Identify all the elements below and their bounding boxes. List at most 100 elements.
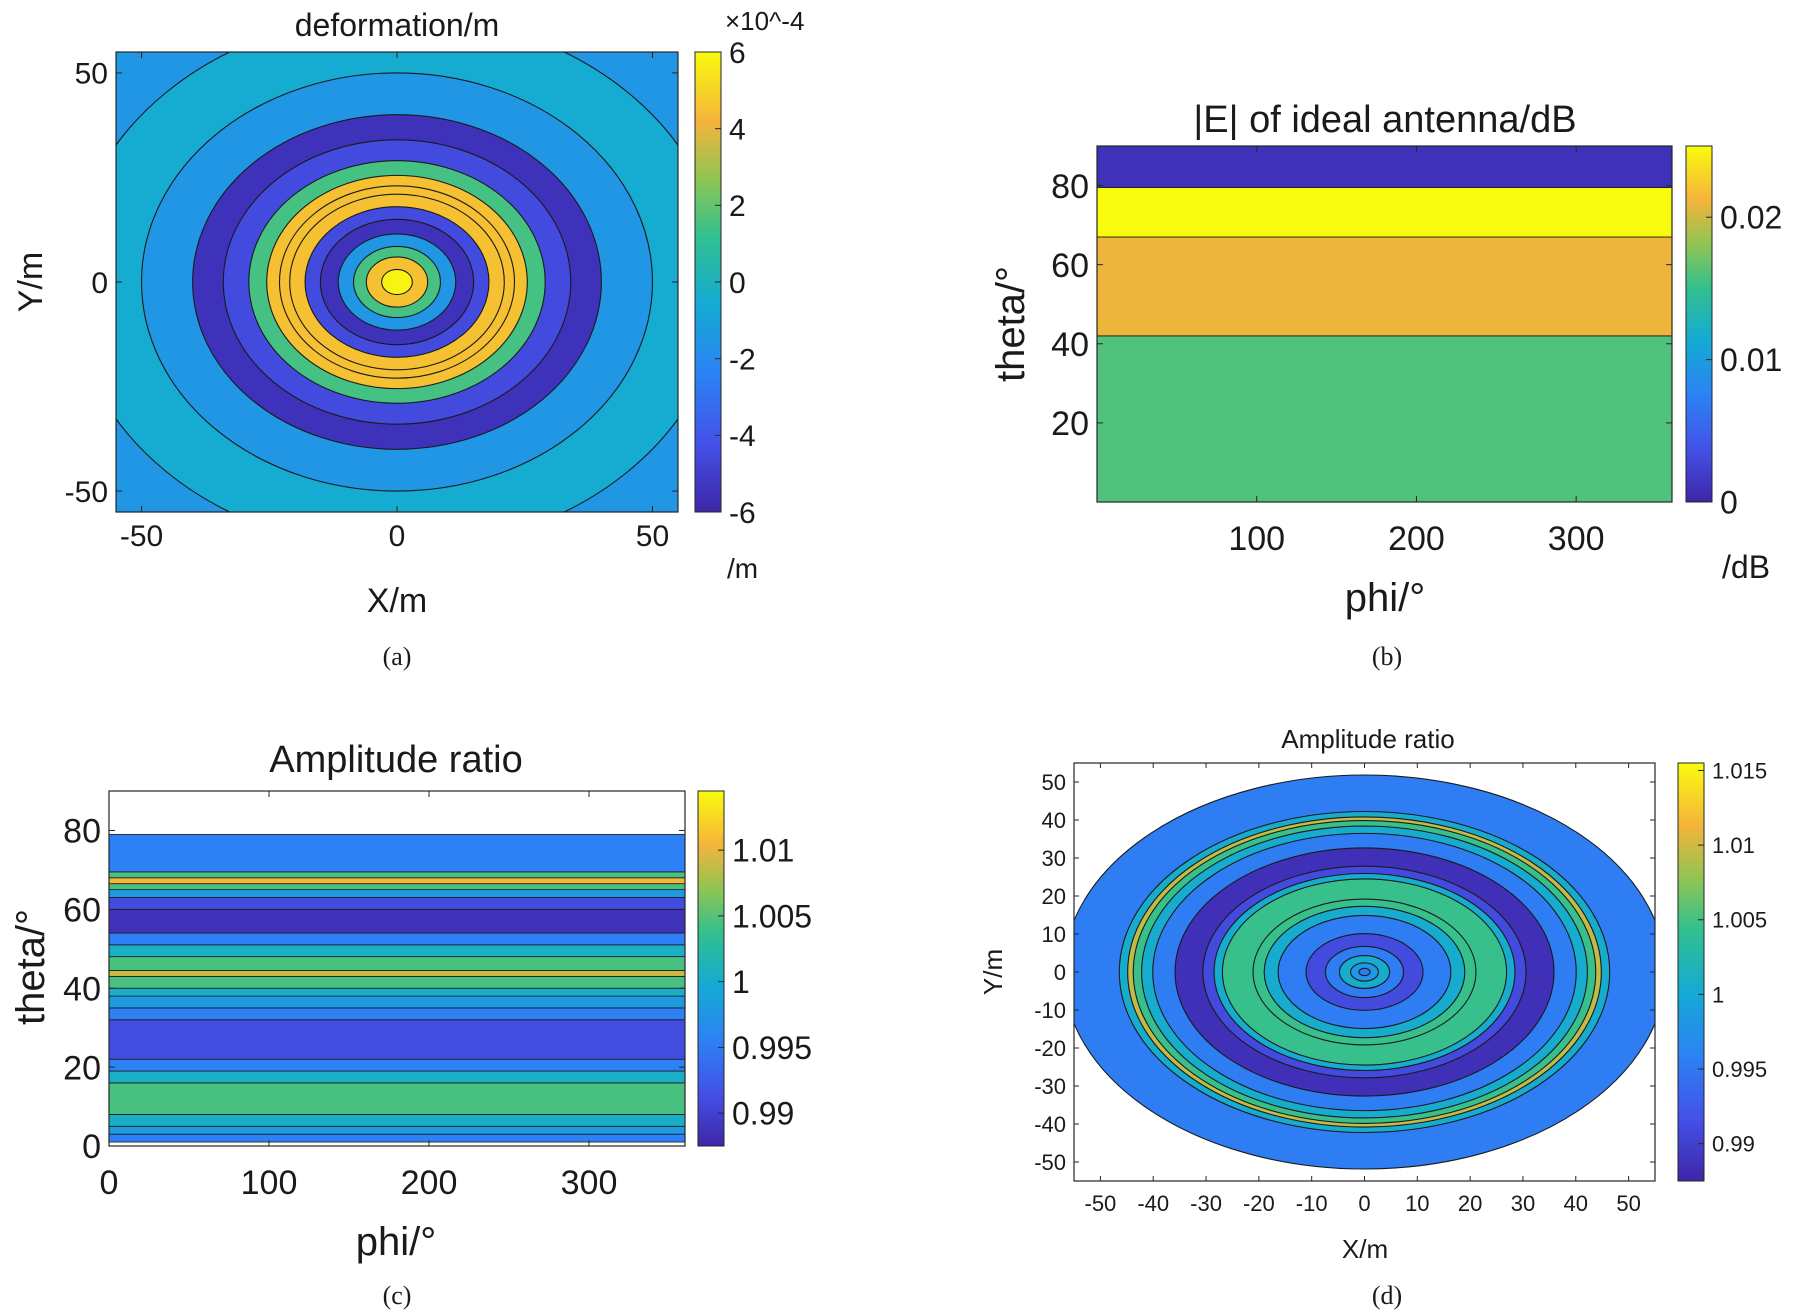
chart-b-x-ticks: 100 200 300: [1228, 146, 1605, 558]
chart-c-colorbar-tick-label: 1: [732, 964, 750, 1000]
chart-d-x-tick-label: 30: [1511, 1191, 1535, 1216]
chart-d-y-tick-label: 40: [1042, 808, 1066, 833]
chart-d-title: Amplitude ratio: [1281, 724, 1454, 754]
chart-d-colorbar: [1677, 762, 1705, 1182]
chart-d-contour-ring: [1358, 967, 1371, 977]
chart-d-x-tick-label: 40: [1564, 1191, 1588, 1216]
chart-c-contour-band: [108, 987, 686, 997]
chart-d-y-tick-label: -40: [1034, 1112, 1066, 1137]
chart-c-contour-band: [108, 1082, 686, 1115]
chart-d-x-tick-label: -10: [1296, 1191, 1328, 1216]
chart-c-contour-band: [108, 908, 686, 934]
chart-b-x-tick-label: 300: [1548, 520, 1605, 558]
chart-d-y-tick-label: 0: [1054, 960, 1066, 985]
chart-d-y-tick-label: -50: [1034, 1150, 1066, 1175]
chart-c-x-tick-label: 200: [401, 1164, 458, 1202]
chart-a-y-ticks: 50 0 -50: [65, 58, 678, 509]
chart-d-x-tick-label: 20: [1458, 1191, 1482, 1216]
chart-a-x-tick-label: -50: [120, 520, 163, 553]
chart-c-y-tick-label: 20: [63, 1049, 101, 1087]
chart-b-x-tick-label: 100: [1228, 520, 1285, 558]
chart-c-caption: (c): [383, 1281, 412, 1310]
chart-d-x-tick-label: 10: [1405, 1191, 1429, 1216]
chart-c-contour-band: [108, 1125, 686, 1135]
chart-d-x-tick-label: -30: [1190, 1191, 1222, 1216]
chart-b-y-tick-label: 40: [1051, 326, 1089, 364]
chart-b-colorbar: [1685, 145, 1713, 503]
chart-a-colorbar-tick-label: 4: [729, 113, 746, 146]
chart-b-contour-band: [1096, 335, 1673, 503]
chart-b-colorbar-unit: /dB: [1722, 549, 1770, 585]
chart-c-colorbar-tick-label: 1.01: [732, 833, 794, 869]
chart-d-colorbar-tick-label: 0.995: [1712, 1057, 1767, 1082]
chart-d-x-tick-label: -50: [1085, 1191, 1117, 1216]
chart-c-x-tick-label: 300: [561, 1164, 618, 1202]
chart-a-colorbar-unit: /m: [727, 553, 758, 584]
chart-d-colorbar-tick-label: 1.015: [1712, 758, 1767, 783]
chart-b-ylabel: theta/°: [989, 266, 1033, 382]
chart-c-y-ticks: 80 60 40 20 0: [63, 813, 685, 1166]
chart-c-y-tick-label: 80: [63, 813, 101, 851]
chart-c-contour-band: [108, 883, 686, 891]
chart-c-contour-band: [108, 1019, 686, 1060]
chart-c-colorbar-tick-label: 1.005: [732, 898, 812, 934]
chart-d-ylabel: Y/m: [978, 949, 1008, 995]
chart-a-x-ticks: -50 0 50: [120, 52, 669, 553]
chart-c-contour-band: [108, 897, 686, 910]
chart-c-y-tick-label: 60: [63, 892, 101, 930]
chart-c-title: Amplitude ratio: [269, 739, 522, 781]
chart-a-colorbar-tick-label: 2: [729, 190, 746, 223]
chart-a-title: deformation/m: [295, 7, 500, 43]
chart-d-x-ticks: -50 -40 -30 -20 -10 0 10 20 30 40 50: [1085, 763, 1641, 1216]
chart-d-y-tick-label: -30: [1034, 1074, 1066, 1099]
chart-c-contour-band: [108, 889, 686, 898]
chart-b-colorbar-tick-label: 0: [1720, 485, 1738, 521]
chart-d-y-tick-label: 50: [1042, 770, 1066, 795]
chart-a-y-tick-label: 50: [75, 58, 108, 91]
chart-d-colorbar-tick-label: 1: [1712, 982, 1724, 1007]
chart-c-colorbar-tick-label: 0.995: [732, 1030, 812, 1066]
chart-b-colorbar-tick-label: 0.02: [1720, 200, 1782, 236]
chart-c-ylabel: theta/°: [9, 909, 53, 1025]
chart-b-y-ticks: 80 60 40 20: [1051, 168, 1672, 443]
chart-a-colorbar-ticks: 6 4 2 0 -2 -4 -6: [715, 37, 756, 530]
chart-d-x-tick-label: -40: [1137, 1191, 1169, 1216]
chart-b-y-tick-label: 80: [1051, 168, 1089, 206]
chart-d-colorbar-ticks: 1.015 1.01 1.005 1 0.995 0.99: [1698, 758, 1767, 1157]
chart-c-contour-band: [108, 1070, 686, 1084]
chart-d-colorbar-tick-label: 1.01: [1712, 833, 1755, 858]
chart-d-y-tick-label: 20: [1042, 884, 1066, 909]
chart-c-contour-band: [108, 1058, 686, 1072]
chart-b-y-tick-label: 60: [1051, 247, 1089, 285]
chart-a-colorbar-tick-label: -6: [729, 497, 756, 530]
chart-b: |E| of ideal antenna/dB 100 200 300 806040…: [989, 99, 1782, 671]
chart-d-y-tick-label: -20: [1034, 1036, 1066, 1061]
chart-b-y-tick-label: 20: [1051, 405, 1089, 443]
chart-d-xlabel: X/m: [1342, 1234, 1388, 1264]
chart-a-colorbar-tick-label: -4: [729, 420, 756, 453]
chart-a-x-tick-label: 50: [636, 520, 669, 553]
chart-b-xlabel: phi/°: [1345, 576, 1426, 620]
chart-c-contour-band: [108, 871, 686, 879]
chart-d-y-tick-label: 30: [1042, 846, 1066, 871]
chart-c-x-tick-label: 0: [100, 1164, 119, 1202]
chart-c-contour-band: [108, 877, 686, 885]
chart-d-x-tick-label: 0: [1358, 1191, 1370, 1216]
chart-c-xlabel: phi/°: [356, 1220, 437, 1264]
chart-d-y-ticks: 50 40 30 20 10 0 -10 -20 -30 -40 -50: [1034, 770, 1655, 1175]
chart-d: Amplitude ratio -50 -40 -30 -20 -10 0 10 20 30 40…: [978, 724, 1767, 1310]
chart-b-title: |E| of ideal antenna/dB: [1193, 99, 1576, 141]
chart-a: deformation/m -50 0 50 50 0 -50 X/m Y/m 6 4 2 0…: [12, 6, 804, 671]
chart-a-y-tick-label: 0: [91, 267, 108, 300]
chart-d-colorbar-tick-label: 0.99: [1712, 1132, 1755, 1157]
chart-a-y-tick-label: -50: [65, 476, 108, 509]
chart-c-contour-band: [108, 995, 686, 1009]
chart-d-y-tick-label: -10: [1034, 998, 1066, 1023]
chart-a-colorbar-exponent: ×10^-4: [725, 6, 804, 36]
chart-a-contour-ring: [381, 268, 413, 296]
chart-c-colorbar-tick-label: 0.99: [732, 1096, 794, 1132]
chart-c-colorbar-ticks: 1.01 1.005 1 0.995 0.99: [718, 833, 812, 1132]
chart-b-contour-band: [1096, 236, 1673, 337]
